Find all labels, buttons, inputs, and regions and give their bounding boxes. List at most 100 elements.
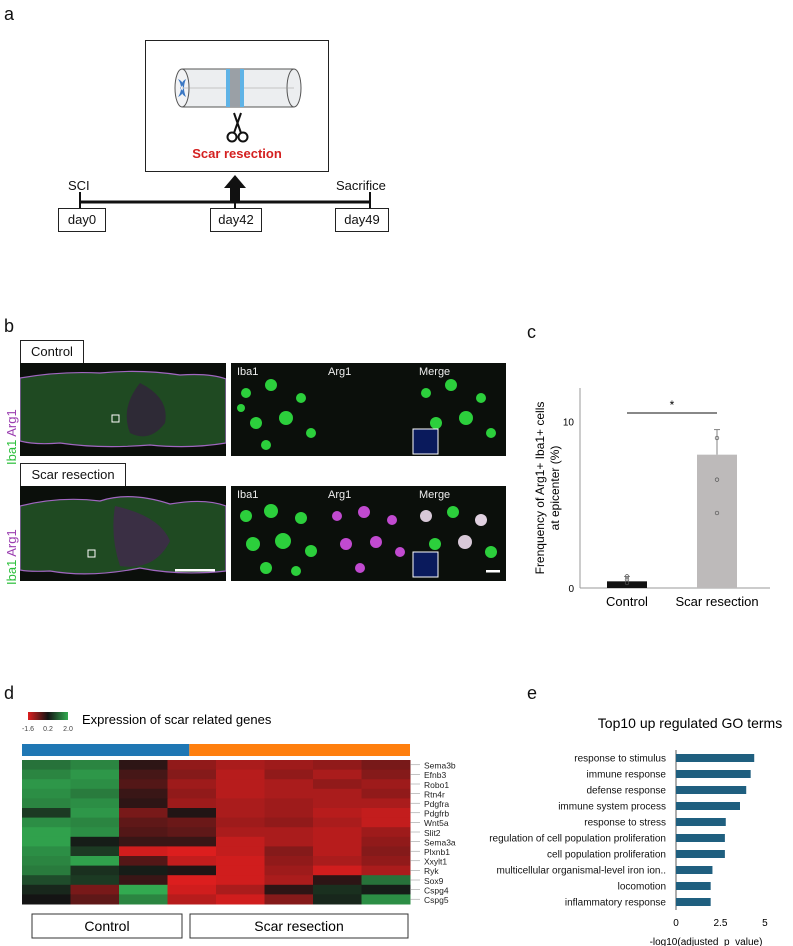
heatmap-cell (216, 856, 265, 867)
go-bar (676, 850, 725, 858)
heatmap-cell (70, 884, 120, 895)
heatmap-cell (167, 817, 217, 828)
timeline-sacrifice: Sacrifice (336, 178, 386, 193)
heatmap-cell (167, 808, 217, 819)
heatmap-cell (264, 894, 314, 905)
gene-label: Cspg5 (424, 895, 449, 905)
heatmap-cell (70, 760, 120, 771)
heatmap-cell (264, 760, 314, 771)
heatmap-cell (313, 846, 362, 857)
side-iba1-2: Iba1 (4, 559, 19, 585)
control-group-label: Control (84, 918, 129, 934)
heatmap-cell (361, 865, 411, 876)
panel-label-a: a (4, 4, 15, 24)
gene-label: Plxnb1 (424, 847, 450, 857)
heatmap-cell (70, 865, 120, 876)
gene-label: Rtn4r (424, 789, 445, 799)
heatmap-cell (216, 884, 265, 895)
heatmap-cell (119, 808, 168, 819)
heatmap-cell (119, 779, 168, 790)
scar-resection-label-box: Scar resection (20, 463, 126, 487)
heatmap-cell (313, 836, 362, 847)
heatmap-cell (119, 827, 168, 838)
heatmap-cell (70, 788, 120, 799)
heatmap-cell (264, 827, 314, 838)
heatmap-cell (70, 769, 120, 780)
spinal-cord-illustration (174, 68, 302, 143)
heatmap-cell (119, 856, 168, 867)
gene-label: Sox9 (424, 876, 444, 886)
scar-merge-image: Merge (411, 486, 506, 581)
heatmap-cell (361, 779, 411, 790)
gene-label: Sema3a (424, 837, 456, 847)
y-tick-label: 0 (568, 584, 574, 595)
gene-label: Sema3b (424, 761, 456, 771)
heatmap-cell (70, 827, 120, 838)
heatmap-cell (22, 798, 71, 809)
side-iba1: Iba1 (4, 439, 19, 465)
day49-box: day49 (335, 208, 389, 232)
heatmap-cell (22, 808, 71, 819)
heatmap-cell (119, 769, 168, 780)
heatmap-cell (216, 836, 265, 847)
heatmap-cell (216, 817, 265, 828)
heatmap-cell (361, 836, 411, 847)
heatmap-cell (264, 884, 314, 895)
go-term-label: regulation of cell population proliferat… (489, 834, 666, 845)
control-merge-image: Merge (411, 363, 506, 456)
heatmap-cell (70, 817, 120, 828)
heatmap-cell (216, 875, 265, 886)
heatmap-cell (264, 769, 314, 780)
y-tick-label: 10 (563, 417, 575, 428)
data-point (624, 574, 630, 579)
gene-label: Wnt5a (424, 818, 449, 828)
heatmap-cell (216, 769, 265, 780)
heatmap-cell (216, 894, 265, 905)
group-bar-control (22, 744, 190, 756)
heatmap-cell (167, 836, 217, 847)
side-arg1: Arg1 (4, 409, 19, 437)
gene-label: Ryk (424, 866, 439, 876)
day42-box: day42 (210, 208, 262, 232)
heatmap-cell (313, 808, 362, 819)
x-category-label: Control (606, 594, 648, 609)
control-section-overview (20, 363, 226, 456)
scar-section-overview (20, 486, 226, 581)
go-bar (676, 770, 751, 778)
scar-arg1-image: Arg1 (322, 486, 411, 581)
go-bar (676, 818, 726, 826)
colorbar-tick-label: 0.2 (43, 726, 53, 733)
heatmap-cell (70, 846, 120, 857)
go-term-label: immune system process (558, 802, 666, 813)
side-arg1-2: Arg1 (4, 529, 19, 557)
heatmap-cell (70, 836, 120, 847)
panel-label-d: d (4, 683, 15, 703)
go-bar (676, 754, 755, 762)
scar-resection-title: Scar resection (192, 146, 282, 161)
go-term-label: response to stress (584, 818, 666, 829)
heatmap-cell (167, 769, 217, 780)
data-point (714, 510, 720, 516)
colorbar (28, 712, 68, 720)
heatmap-cell (264, 856, 314, 867)
heatmap-cell (361, 760, 411, 771)
go-term-label: inflammatory response (565, 898, 667, 909)
y-axis-label: Frenquency of Arg1+ Iba1+ cells at epicen… (533, 402, 562, 575)
heatmap-cell (167, 788, 217, 799)
heatmap-cell (119, 875, 168, 886)
panel-label-e: e (527, 683, 538, 703)
heatmap-cell (361, 856, 411, 867)
heatmap-cell (119, 846, 168, 857)
heatmap-cell (313, 827, 362, 838)
heatmap-cell (22, 827, 71, 838)
heatmap-cell (167, 865, 217, 876)
heatmap-cell (264, 779, 314, 790)
go-bar (676, 834, 725, 842)
heatmap-cell (313, 788, 362, 799)
heatmap-cell (22, 788, 71, 799)
heatmap-cell (216, 788, 265, 799)
scar-gene-heatmap: -1.6 0.2 2.0 Expression of scar related gen… (22, 712, 456, 939)
heatmap-cell (70, 894, 120, 905)
heatmap-cell (167, 894, 217, 905)
heatmap-cell (167, 760, 217, 771)
